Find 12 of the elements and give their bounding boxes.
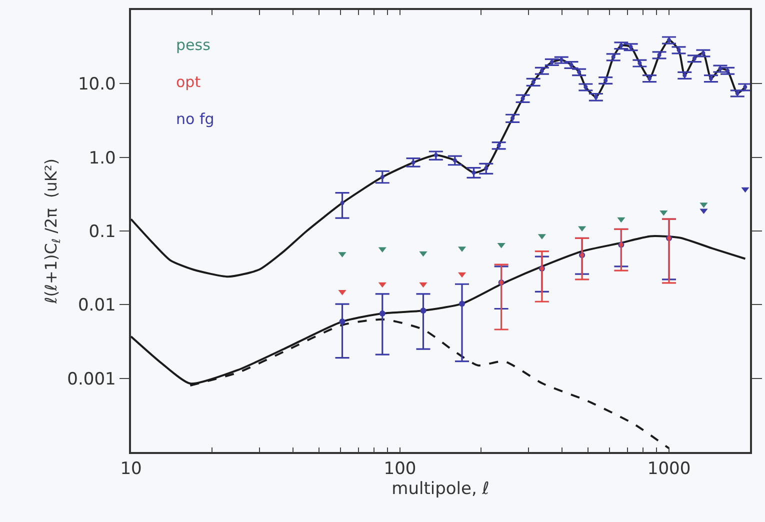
text: no fg: [176, 110, 214, 128]
x-tick-label: 10: [120, 459, 142, 480]
x-tick-label: 1000: [647, 459, 691, 480]
y-tick-label: 0.1: [88, 222, 116, 242]
text: pess: [176, 36, 211, 54]
y-tick-label: 0.001: [67, 369, 116, 390]
y-tick-label: 0.01: [78, 296, 116, 316]
x-axis-title: multipole, ℓ: [392, 479, 490, 500]
text: opt: [176, 73, 201, 91]
y-tick-label: 10.0: [78, 74, 116, 95]
y-tick-label: 1.0: [88, 148, 116, 168]
x-tick-label: 100: [384, 459, 416, 480]
